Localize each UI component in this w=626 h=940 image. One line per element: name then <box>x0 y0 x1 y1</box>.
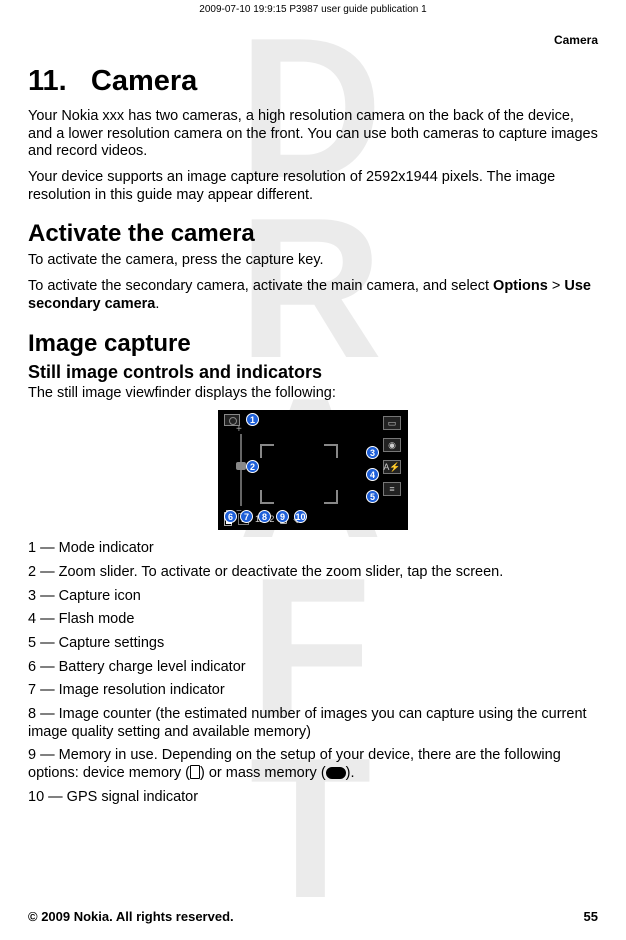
running-header: Camera <box>28 19 598 65</box>
section-imagecapture-title: Image capture <box>28 330 598 358</box>
callout-10: 10 <box>294 510 307 523</box>
mass-memory-icon <box>326 767 346 779</box>
intro-paragraph-2: Your device supports an image capture re… <box>28 169 598 204</box>
focus-bracket <box>324 490 338 504</box>
capture-icon: ◉ <box>383 438 401 452</box>
focus-bracket <box>324 444 338 458</box>
chapter-name: Camera <box>91 65 197 97</box>
imagecapture-lead: The still image viewfinder displays the … <box>28 385 598 403</box>
subsection-still-controls: Still image controls and indicators <box>28 362 598 383</box>
activate-paragraph-1: To activate the camera, press the captur… <box>28 252 598 270</box>
footer-copyright: © 2009 Nokia. All rights reserved. <box>28 909 234 924</box>
toolbar-box: ▭ <box>383 416 401 430</box>
intro-paragraph-1: Your Nokia xxx has two cameras, a high r… <box>28 108 598 161</box>
indicator-7: 7 — Image resolution indicator <box>28 682 598 700</box>
indicator-2: 2 — Zoom slider. To activate or deactiva… <box>28 564 598 582</box>
callout-3: 3 <box>366 446 379 459</box>
device-memory-icon <box>190 765 200 779</box>
callout-5: 5 <box>366 490 379 503</box>
right-toolbar: ▭ ◉ A⚡ ≡ <box>380 416 404 496</box>
focus-bracket <box>260 444 274 458</box>
settings-icon: ≡ <box>383 482 401 496</box>
activate-paragraph-2: To activate the secondary camera, activa… <box>28 278 598 313</box>
callout-4: 4 <box>366 468 379 481</box>
section-activate-title: Activate the camera <box>28 220 598 248</box>
zoom-track <box>240 434 242 506</box>
indicator-4: 4 — Flash mode <box>28 611 598 629</box>
flash-mode-icon: A⚡ <box>383 460 401 474</box>
chapter-title: 11. Camera <box>28 65 598 98</box>
viewfinder-figure: + − ▭ ◉ A⚡ ≡ L 1102 ◇ 1 2 3 4 <box>28 410 598 530</box>
chapter-number: 11. <box>28 65 67 97</box>
indicator-6: 6 — Battery charge level indicator <box>28 659 598 677</box>
indicator-8: 8 — Image counter (the estimated number … <box>28 706 598 741</box>
indicator-9: 9 — Memory in use. Depending on the setu… <box>28 747 598 782</box>
indicator-1: 1 — Mode indicator <box>28 540 598 558</box>
callout-1: 1 <box>246 413 259 426</box>
page: 2009-07-10 19:9:15 P3987 user guide publ… <box>0 0 626 938</box>
page-footer: © 2009 Nokia. All rights reserved. 55 <box>28 909 598 924</box>
zoom-knob <box>236 462 246 470</box>
callout-2: 2 <box>246 460 259 473</box>
top-meta-line: 2009-07-10 19:9:15 P3987 user guide publ… <box>28 0 598 19</box>
indicator-3: 3 — Capture icon <box>28 588 598 606</box>
indicator-10: 10 — GPS signal indicator <box>28 789 598 807</box>
indicator-5: 5 — Capture settings <box>28 635 598 653</box>
focus-bracket <box>260 490 274 504</box>
footer-page-number: 55 <box>584 909 598 924</box>
viewfinder-screen: + − ▭ ◉ A⚡ ≡ L 1102 ◇ 1 2 3 4 <box>218 410 408 530</box>
